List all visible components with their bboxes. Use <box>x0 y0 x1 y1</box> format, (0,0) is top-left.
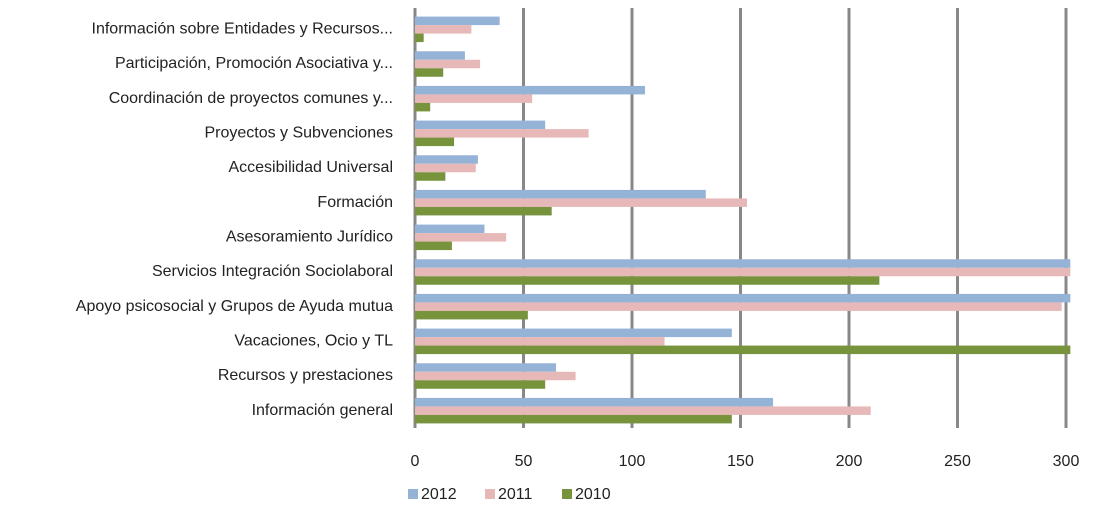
bar <box>415 371 576 381</box>
y-tick-label: Servicios Integración Sociolaboral <box>152 263 393 280</box>
bar <box>415 328 732 338</box>
bar <box>415 25 472 34</box>
bar <box>415 337 665 346</box>
bar <box>415 259 1071 268</box>
bar <box>415 155 478 164</box>
x-tick-label: 200 <box>836 453 863 470</box>
y-tick-label: Información general <box>252 402 393 419</box>
legend-swatch <box>408 489 418 499</box>
bar <box>415 363 557 372</box>
bar <box>415 206 552 216</box>
y-tick-label: Formación <box>317 194 393 211</box>
bar <box>415 94 533 103</box>
bar <box>415 380 546 389</box>
legend-swatch <box>485 489 495 499</box>
x-tick-label: 0 <box>411 453 420 470</box>
y-tick-label: Asesoramiento Jurídico <box>226 229 393 246</box>
bar <box>415 233 507 242</box>
bar <box>415 129 589 138</box>
bar <box>415 293 1071 303</box>
y-tick-label: Información sobre Entidades y Recursos..… <box>92 21 393 38</box>
bar <box>415 397 774 407</box>
bar <box>415 241 452 251</box>
bar <box>415 137 455 147</box>
bar <box>415 59 481 69</box>
bar <box>415 267 1071 277</box>
bar <box>415 172 446 181</box>
bar <box>415 163 476 173</box>
bar <box>415 406 871 415</box>
x-tick-label: 300 <box>1053 453 1080 470</box>
bar <box>415 68 444 77</box>
bar <box>415 189 706 199</box>
y-tick-label: Accesibilidad Universal <box>228 159 393 176</box>
x-tick-label: 100 <box>619 453 646 470</box>
legend-swatch <box>562 489 572 499</box>
bar <box>415 224 485 234</box>
y-tick-label: Coordinación de proyectos comunes y... <box>109 90 393 107</box>
x-tick-label: 50 <box>515 453 533 470</box>
bar <box>415 345 1071 355</box>
legend-label: 2012 <box>421 486 457 503</box>
y-tick-label: Recursos y prestaciones <box>218 367 393 384</box>
bar <box>415 51 465 60</box>
bar <box>415 16 500 26</box>
bar <box>415 310 528 320</box>
x-tick-label: 150 <box>727 453 754 470</box>
bar <box>415 198 748 207</box>
bar <box>415 302 1062 311</box>
y-tick-label: Apoyo psicosocial y Grupos de Ayuda mutu… <box>76 298 393 315</box>
bar <box>415 102 431 112</box>
y-tick-label: Vacaciones, Ocio y TL <box>234 333 393 350</box>
bar <box>415 33 424 43</box>
x-tick-label: 250 <box>944 453 971 470</box>
y-tick-label: Participación, Promoción Asociativa y... <box>115 55 393 72</box>
bar <box>415 85 646 95</box>
legend-label: 2011 <box>498 486 533 503</box>
bar <box>415 414 732 424</box>
y-tick-label: Proyectos y Subvenciones <box>204 125 393 142</box>
bar <box>415 120 546 130</box>
bar <box>415 276 880 285</box>
legend-label: 2010 <box>575 486 611 503</box>
